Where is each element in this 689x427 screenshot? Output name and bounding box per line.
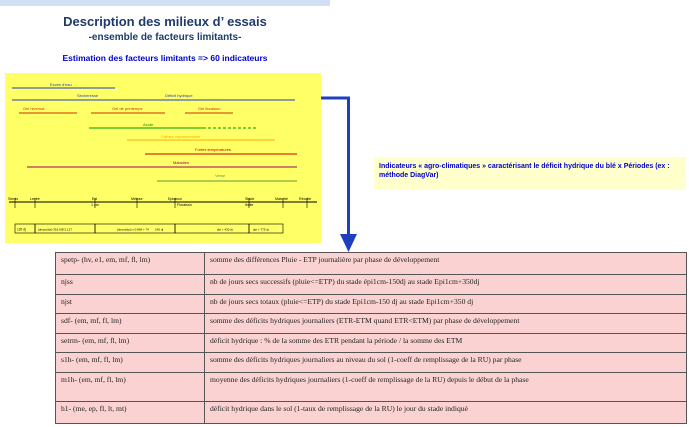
table-row: njst nb de jours secs totaux (pluie<=ETP… — [55, 293, 687, 314]
indicator-code: njst — [55, 293, 205, 314]
stage-label-semis: Semis — [8, 197, 18, 201]
factor-label-verse: Verse — [215, 173, 226, 178]
stage-label-limite: limite — [245, 203, 253, 207]
stage-label-levee: Levée — [30, 197, 40, 201]
arrow-head — [340, 234, 357, 252]
table-row: sdf- (em, mf, fl, lm) somme des déficits… — [55, 313, 687, 334]
period-box — [248, 223, 284, 234]
period-label: dpi + 775 dj — [253, 228, 269, 232]
indicator-table-wrapper: spetp- (hv, e1, em, mf, fl, lm) somme de… — [55, 252, 687, 424]
factor-label-gel-floraison: Gel floraison — [198, 106, 220, 111]
factor-label-maladies: Maladies — [173, 160, 189, 165]
indicator-table: spetp- (hv, e1, em, mf, fl, lm) somme de… — [55, 252, 687, 424]
indicator-description: moyenne des déficits hydriques journalie… — [204, 371, 687, 402]
stage-label-epi: Epi — [92, 197, 97, 201]
stage-label-maturite: Maturité — [275, 197, 288, 201]
period-label: 120 dj — [17, 228, 26, 232]
table-row: s1h- (em, mf, fl, lm) somme des déficits… — [55, 352, 687, 373]
indicator-code: setrm- (em, mf, fl, lm) — [55, 332, 205, 353]
table-row: njss nb de jours secs successifs (pluie<… — [55, 274, 687, 295]
indicator-code: njss — [55, 274, 205, 295]
period-label: [dmpo(dpi)-316.00]*1.127 — [38, 228, 72, 232]
indicator-description: somme des déficits hydriques journaliers… — [204, 313, 687, 334]
factor-label-secheresse: Sécheresse — [77, 93, 99, 98]
period-label: 145 dj — [155, 228, 164, 232]
factor-label-faibles-rayonnements: Faibles rayonnements — [161, 134, 200, 139]
indicator-code: s1h- (em, mf, fl, lm) — [55, 352, 205, 373]
table-row: spetp- (hv, e1, em, mf, fl, lm) somme de… — [55, 252, 687, 275]
indicator-code: m1h- (em, mf, fl, lm) — [55, 371, 205, 402]
table-row: setrm- (em, mf, fl, lm) déficit hydrique… — [55, 332, 687, 353]
stage-label-recolte: Récolte — [299, 197, 311, 201]
stage-label-floraison: Floraison — [177, 203, 192, 207]
stage-label-epiaison: Epiaison — [168, 197, 182, 201]
indicator-code: h1- (me, ep, fl, lt, mt) — [55, 400, 205, 424]
slide-subtitle: -ensemble de facteurs limitants- — [88, 32, 242, 43]
factor-label-fortes-temperatures: Fortes températures — [195, 147, 231, 152]
indicator-code: spetp- (hv, e1, em, mf, fl, lm) — [55, 252, 205, 275]
indicator-description: nb de jours secs successifs (pluie<=ETP)… — [204, 274, 687, 295]
table-row: m1h- (em, mf, fl, lm) moyenne des défici… — [55, 371, 687, 402]
indicator-code: sdf- (em, mf, fl, lm) — [55, 313, 205, 334]
stage-label-meiose: Méiose — [131, 197, 143, 201]
factor-label-deficit-hydrique: Déficit hydrique — [165, 93, 193, 98]
factor-label-azote: Azote — [143, 122, 154, 127]
stage-label-stade: Stade — [245, 197, 254, 201]
indicator-description: somme des déficits hydriques journaliers… — [204, 352, 687, 373]
indicator-description: déficit hydrique dans le sol (1-taux de … — [204, 400, 687, 424]
factor-label-gel-hivernal: Gel hivernal — [23, 106, 44, 111]
factor-label-gel-printemps: Gel de printemps — [112, 106, 142, 111]
period-label: (dmpo(dpi) x 0.864 + 74 — [117, 228, 149, 232]
indicator-description: somme des différences Pluie - ETP journa… — [204, 252, 687, 275]
stage-label-1cm: 1 cm — [91, 203, 99, 207]
table-row: h1- (me, ep, fl, lt, mt) déficit hydriqu… — [55, 400, 687, 424]
indicator-description: déficit hydrique : % de la somme des ETR… — [204, 332, 687, 353]
slide-title: Description des milieux d’ essais — [63, 14, 267, 29]
limiting-factors-timeline: Excès d'eau Sécheresse Déficit hydrique … — [5, 73, 321, 243]
top-strip — [0, 0, 330, 6]
indicator-note: Indicateurs « agro-climatiques » caracté… — [374, 157, 686, 190]
estimation-heading: Estimation des facteurs limitants => 60 … — [62, 53, 268, 63]
indicator-description: nb de jours secs totaux (pluie<=ETP) du … — [204, 293, 687, 314]
factor-label-exces-eau: Excès d'eau — [50, 82, 72, 87]
period-label: dpi + 430 dj — [217, 228, 233, 232]
